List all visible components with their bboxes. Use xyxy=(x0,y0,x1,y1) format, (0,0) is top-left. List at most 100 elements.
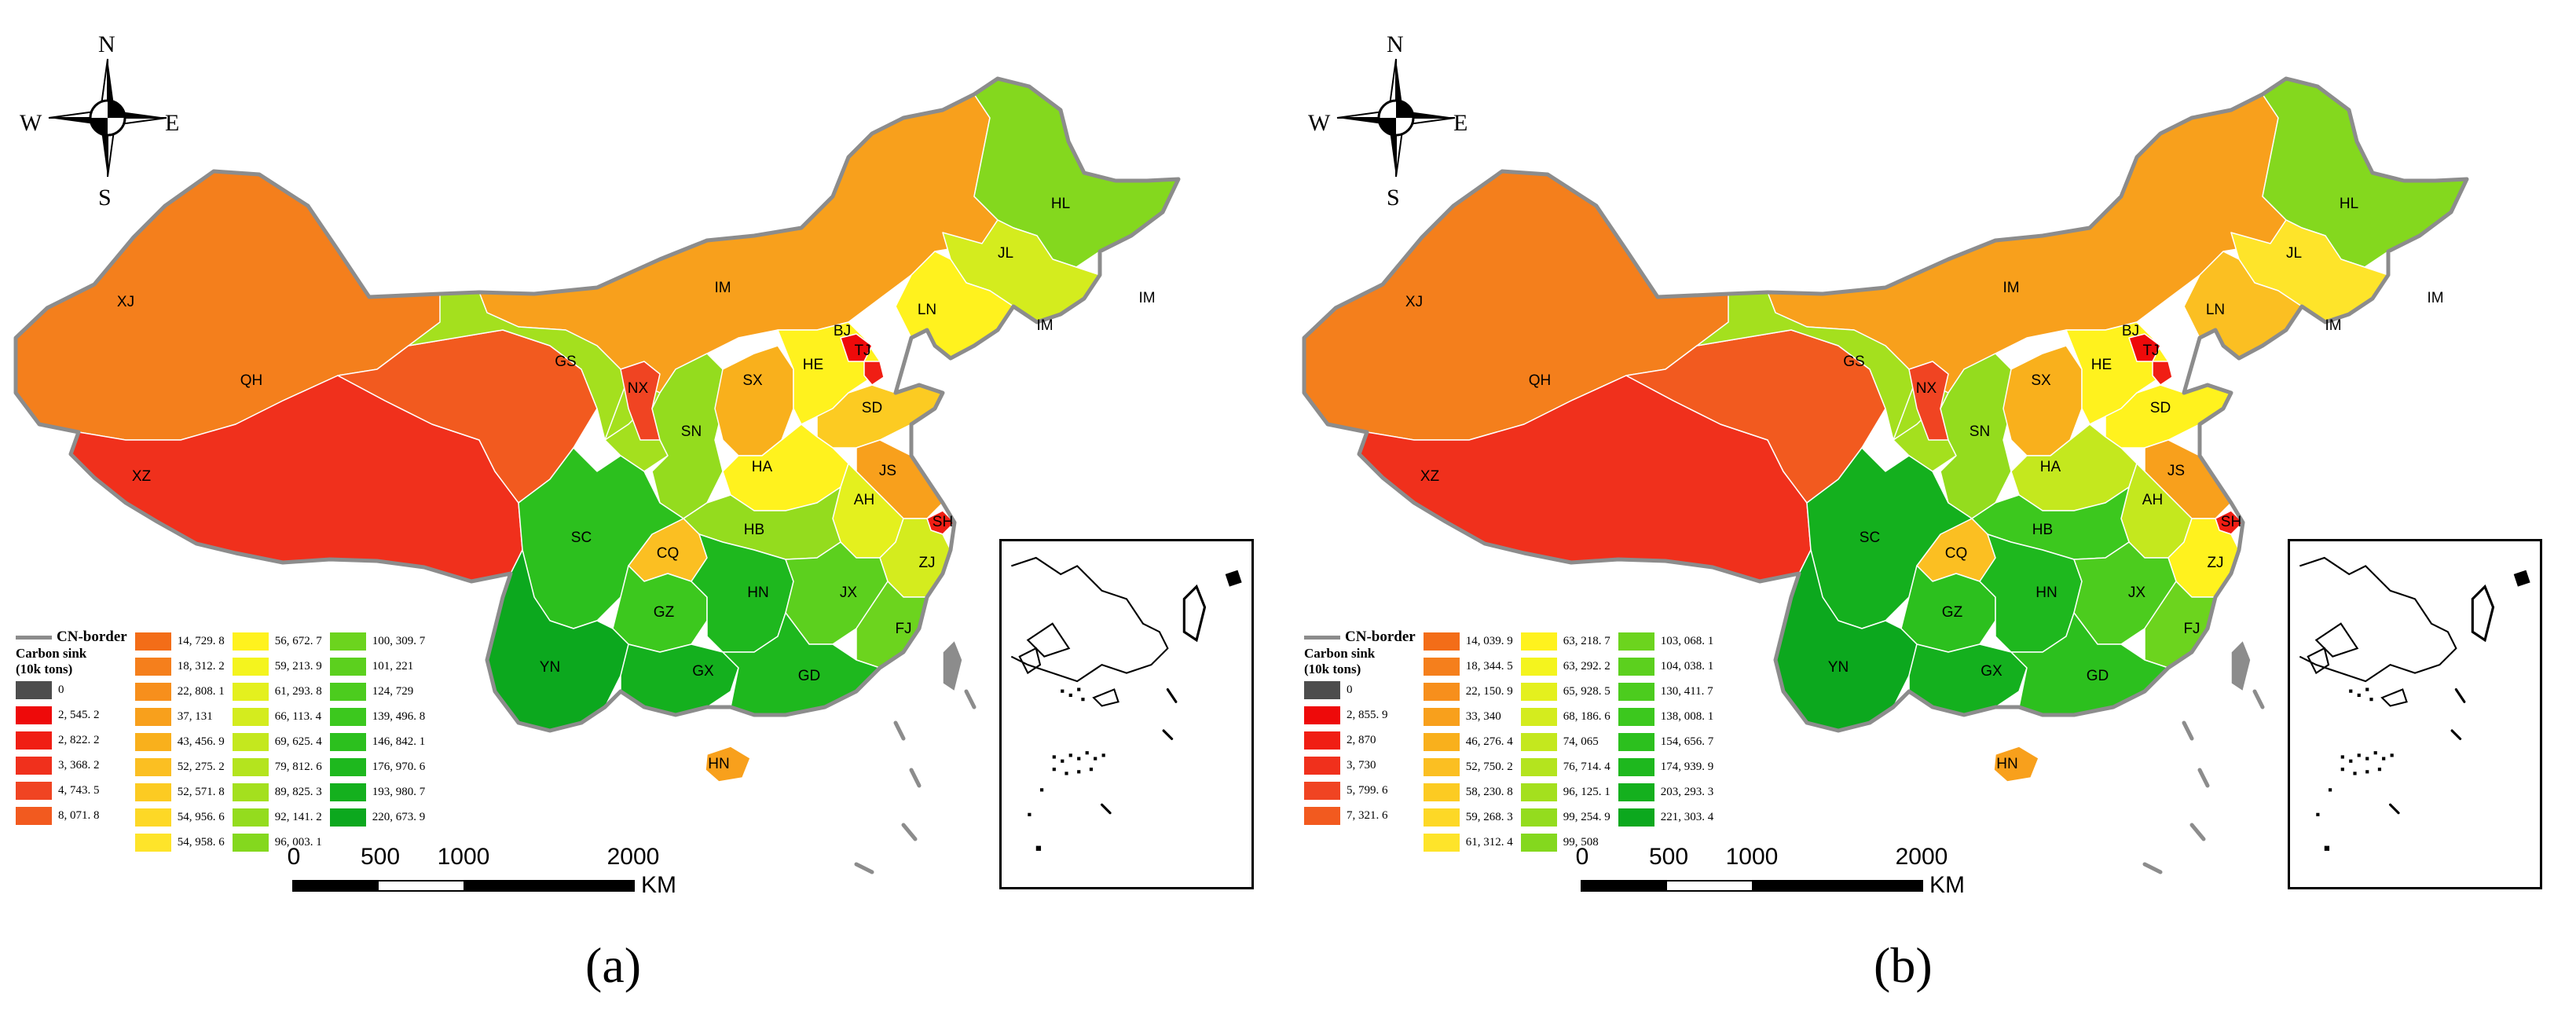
legend-swatch xyxy=(1423,808,1460,827)
border-key-label: CN-border xyxy=(1345,629,1416,645)
province-label-xz: XZ xyxy=(1420,468,1440,485)
legend-swatch xyxy=(329,682,366,701)
province-label-jl: JL xyxy=(2286,245,2302,262)
legend-item: 66, 113. 4 xyxy=(232,704,322,729)
compass-south-label: S xyxy=(98,185,112,211)
province-label-yn: YN xyxy=(540,659,560,676)
nine-dash-line xyxy=(854,689,977,874)
legend-item: 69, 625. 4 xyxy=(232,729,322,754)
legend-item: 92, 141. 2 xyxy=(232,805,322,830)
scale-bar: 0 500 1000 2000 KM xyxy=(1576,844,1965,899)
legend-swatch xyxy=(1618,657,1654,676)
scale-bar: 0 500 1000 2000 KM xyxy=(288,844,676,899)
province-label-ha: HA xyxy=(752,459,773,475)
legend-item: 4, 743. 5 xyxy=(16,778,127,803)
province-label-im: IM xyxy=(714,280,731,296)
legend-swatch xyxy=(1618,808,1654,827)
province-label-xj: XJ xyxy=(1405,294,1423,310)
legend-swatch xyxy=(134,657,171,676)
legend-value: 52, 571. 8 xyxy=(177,785,225,798)
legend-swatch xyxy=(134,632,171,651)
legend-item: 139, 496. 8 xyxy=(329,704,425,729)
legend-item: 14, 729. 8 xyxy=(134,629,225,654)
scale-tick: 500 xyxy=(360,844,401,870)
legend-swatch xyxy=(1423,732,1460,751)
legend-swatch xyxy=(1304,806,1340,825)
legend-item: 221, 303. 4 xyxy=(1618,805,1713,830)
legend-swatch xyxy=(1618,682,1654,701)
legend-value: 59, 213. 9 xyxy=(274,659,322,673)
legend-swatch xyxy=(16,731,52,750)
legend-item: 154, 656. 7 xyxy=(1618,729,1713,754)
legend-value: 74, 065 xyxy=(1563,735,1599,748)
legend-item: 7, 321. 6 xyxy=(1304,803,1416,828)
legend-item: 58, 230. 8 xyxy=(1423,779,1513,805)
south-china-sea-inset xyxy=(2288,539,2542,889)
legend-value: 2, 870 xyxy=(1347,733,1376,746)
province-label-zj: ZJ xyxy=(2207,555,2223,571)
legend-value: 2, 855. 9 xyxy=(1347,708,1388,721)
legend-value: 99, 508 xyxy=(1563,835,1599,849)
province-label-gs: GS xyxy=(555,354,576,370)
legend-value: 22, 150. 9 xyxy=(1465,684,1513,698)
province-label-qh: QH xyxy=(1529,372,1552,389)
province-label-js: JS xyxy=(879,463,896,479)
compass-south-label: S xyxy=(1387,185,1400,211)
legend-item: 52, 275. 2 xyxy=(134,754,225,779)
legend-item: 2, 545. 2 xyxy=(16,702,127,728)
legend-item: 54, 958. 6 xyxy=(134,830,225,855)
legend-item: 220, 673. 9 xyxy=(329,805,426,830)
legend-swatch xyxy=(1304,706,1340,724)
legend-value: 63, 292. 2 xyxy=(1563,659,1610,673)
legend-value: 7, 321. 6 xyxy=(1347,808,1388,822)
province-label-jl: JL xyxy=(998,245,1013,262)
province-label-im_2: IM xyxy=(2325,317,2341,334)
legend-swatch xyxy=(1618,707,1654,726)
province-label-js: JS xyxy=(2167,463,2185,479)
legend-swatch xyxy=(1520,783,1557,801)
province-label-zj: ZJ xyxy=(918,555,935,571)
scale-tick: 2000 xyxy=(1895,844,1948,870)
province-label-hi: HN xyxy=(1996,756,2017,772)
legend-swatch xyxy=(134,783,171,801)
legend-value: 101, 221 xyxy=(372,659,414,673)
legend-swatch xyxy=(1520,757,1557,776)
legend-item: 56, 672. 7 xyxy=(232,629,322,654)
legend-swatch xyxy=(329,757,366,776)
legend-swatch xyxy=(329,808,366,827)
legend-value: 92, 141. 2 xyxy=(274,810,322,823)
legend-swatch xyxy=(1520,657,1557,676)
province-label-sd: SD xyxy=(862,400,882,416)
legend-item: 59, 213. 9 xyxy=(232,654,322,679)
legend-item: 124, 729 xyxy=(329,679,426,704)
legend-value: 174, 939. 9 xyxy=(1660,760,1714,773)
scale-ticks: 0 500 1000 2000 xyxy=(1576,844,1965,872)
legend-item: 99, 508 xyxy=(1520,830,1610,855)
legend-item: 89, 825. 3 xyxy=(232,779,322,805)
legend-item: 100, 309. 7 xyxy=(329,629,425,654)
legend-item: 203, 293. 3 xyxy=(1618,779,1713,805)
legend-item: 104, 038. 1 xyxy=(1618,654,1713,679)
legend-swatch xyxy=(232,783,269,801)
legend-item: 54, 956. 6 xyxy=(134,805,225,830)
province-taiwan xyxy=(942,640,963,692)
legend-swatch xyxy=(134,808,171,827)
legend-item: 18, 312. 2 xyxy=(134,654,225,679)
legend-unit: (10k tons) xyxy=(1304,662,1361,676)
legend-value: 8, 071. 8 xyxy=(58,808,100,822)
legend-swatch xyxy=(1304,781,1340,800)
province-label-sn: SN xyxy=(681,423,702,440)
legend-value: 5, 799. 6 xyxy=(1347,783,1388,797)
province-label-ha: HA xyxy=(2040,459,2061,475)
legend-value: 66, 113. 4 xyxy=(274,709,322,723)
legend-item: 46, 276. 4 xyxy=(1423,729,1513,754)
compass-north-label: N xyxy=(1387,31,1404,57)
province-label-ln: LN xyxy=(918,302,936,318)
legend: CN-border Carbon sink (10k tons) 0 2, 545… xyxy=(16,629,425,855)
legend-item: 2, 870 xyxy=(1304,728,1416,753)
province-label-sh: SH xyxy=(2221,514,2241,530)
legend-value: 220, 673. 9 xyxy=(372,810,426,823)
province-label-gx: GX xyxy=(1981,663,2003,680)
border-key: CN-border xyxy=(1304,629,1416,646)
legend-value: 4, 743. 5 xyxy=(58,783,100,797)
